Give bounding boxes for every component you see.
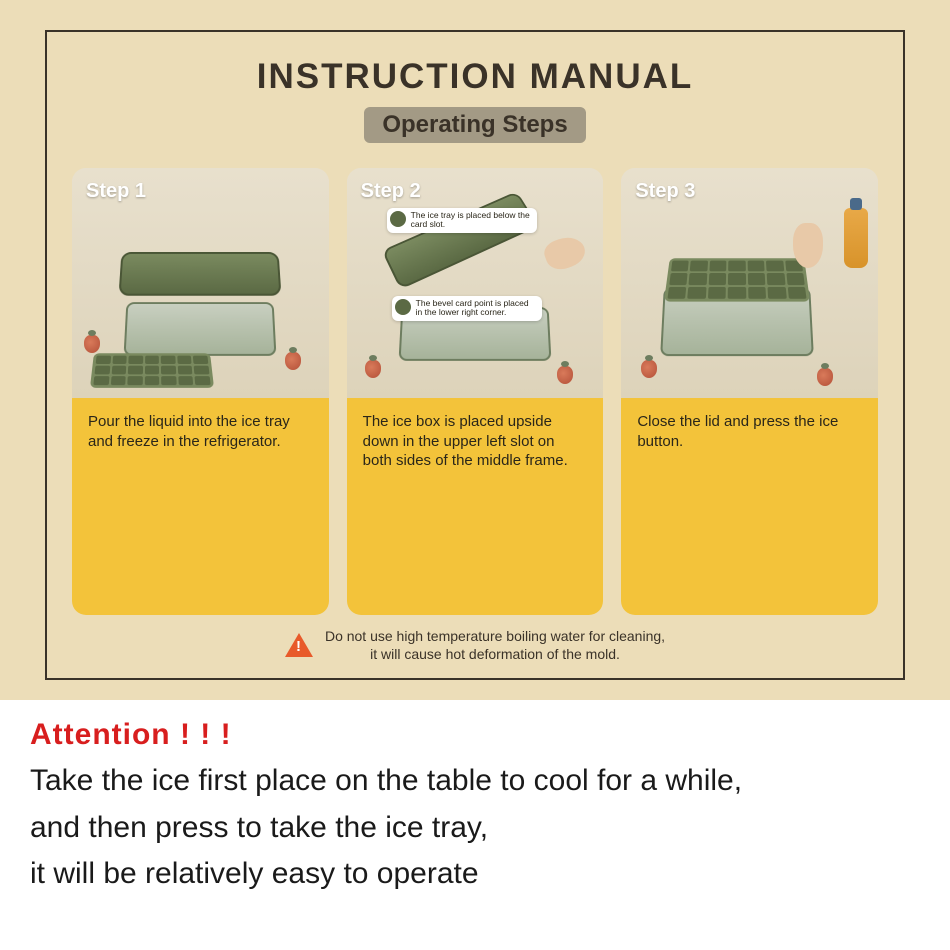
instruction-manual-panel: INSTRUCTION MANUAL Operating Steps Step … (0, 0, 950, 700)
step-3-label: Step 3 (635, 180, 695, 203)
attention-title: Attention ! ! ! (30, 718, 920, 752)
callout-1: The ice tray is placed below the card sl… (387, 208, 537, 233)
step-3-caption-area: Close the lid and press the ice button. (621, 398, 878, 615)
warning-row: Do not use high temperature boiling wate… (72, 627, 878, 663)
step-1-label: Step 1 (86, 180, 146, 203)
attention-line-2: and then press to take the ice tray, (30, 811, 488, 844)
ice-box-closed-illustration (652, 246, 822, 366)
step-card-3: Step 3 Close the lid a (621, 168, 878, 615)
step-2-caption-area: The ice box is placed upside down in the… (347, 398, 604, 615)
step-2-label: Step 2 (361, 180, 421, 203)
step-card-2: Step 2 The ice tray is placed below the … (347, 168, 604, 615)
step-3-caption: Close the lid and press the ice button. (637, 412, 862, 451)
strawberry-icon (365, 360, 381, 378)
lid-grid-icon (664, 258, 810, 301)
warning-line-2: it will cause hot deformation of the mol… (370, 646, 620, 662)
step-2-caption: The ice box is placed upside down in the… (363, 412, 588, 471)
step-card-1: Step 1 Pour the liquid into the ice tray (72, 168, 329, 615)
strawberry-icon (641, 360, 657, 378)
attention-line-3: it will be relatively easy to operate (30, 857, 479, 890)
step-3-illustration: Step 3 (621, 168, 878, 398)
warning-line-1: Do not use high temperature boiling wate… (325, 628, 665, 644)
attention-body: Take the ice first place on the table to… (30, 758, 920, 898)
attention-line-1: Take the ice first place on the table to… (30, 764, 742, 797)
manual-title: INSTRUCTION MANUAL (257, 57, 694, 97)
callout-2: The bevel card point is placed in the lo… (392, 296, 542, 321)
step-1-illustration: Step 1 (72, 168, 329, 398)
strawberry-icon (817, 368, 833, 386)
steps-row: Step 1 Pour the liquid into the ice tray (72, 168, 878, 615)
subtitle-badge: Operating Steps (364, 107, 585, 143)
strawberry-icon (84, 335, 100, 353)
ice-tray-grid-icon (90, 353, 214, 388)
step-2-illustration: Step 2 The ice tray is placed below the … (347, 168, 604, 398)
strawberry-icon (285, 352, 301, 370)
warning-triangle-icon (285, 633, 313, 657)
pressing-hand-icon (793, 223, 823, 268)
ice-box-illustration (115, 246, 285, 366)
step-1-caption-area: Pour the liquid into the ice tray and fr… (72, 398, 329, 615)
juice-bottle-icon (844, 208, 868, 268)
step-1-caption: Pour the liquid into the ice tray and fr… (88, 412, 313, 451)
manual-frame: INSTRUCTION MANUAL Operating Steps Step … (45, 30, 905, 680)
attention-block: Attention ! ! ! Take the ice first place… (0, 700, 950, 908)
warning-text: Do not use high temperature boiling wate… (325, 627, 665, 663)
strawberry-icon (557, 366, 573, 384)
